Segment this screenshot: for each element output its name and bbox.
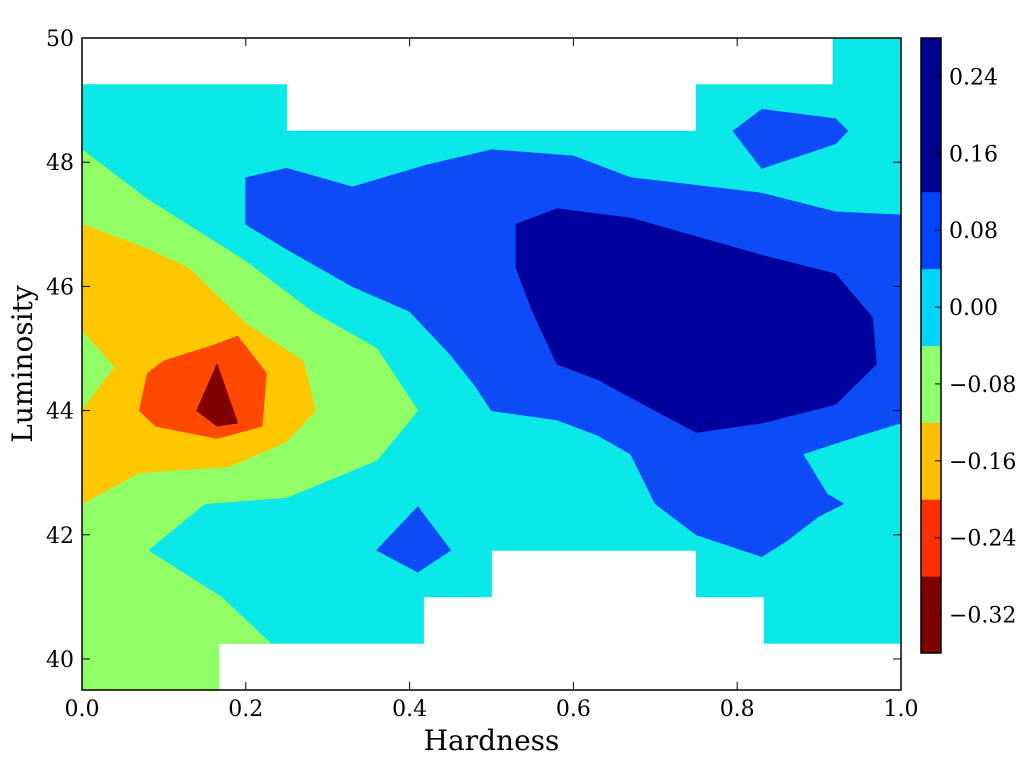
colorbar-frame [920, 37, 942, 654]
contour-region-blue-island-top [732, 108, 849, 169]
colorbar-band [921, 268, 941, 346]
x-axis-title: Hardness [424, 724, 560, 757]
x-tick-label: 1.0 [884, 697, 919, 722]
colorbar-tick-label: 0.00 [949, 296, 998, 321]
colorbar-tick-label: −0.08 [949, 373, 1016, 398]
plot-frame [81, 37, 902, 691]
colorbar-band [921, 191, 941, 270]
colorbar-tick-label: 0.08 [949, 219, 998, 244]
colorbar: 0.24 0.16 0.08 0.00 −0.08 −0.16 −0.24 −0.32 [920, 37, 1016, 654]
colorbar-band [921, 114, 941, 193]
y-tick-label: 46 [46, 275, 74, 300]
contour-region-red-band [138, 335, 267, 439]
x-tick-label: 0.0 [65, 697, 100, 722]
contour-region-darkred-band [196, 362, 239, 427]
x-tick-label: 0.2 [228, 697, 263, 722]
colorbar-tick-label: 0.24 [949, 65, 998, 90]
y-tick-label: 50 [46, 27, 74, 52]
colorbar-band [921, 499, 941, 577]
colorbar-band [921, 576, 941, 654]
colorbar-tick-label: −0.32 [949, 604, 1016, 629]
x-axis: 0.0 0.2 0.4 0.6 0.8 1.0 [65, 38, 919, 722]
y-tick-label: 44 [46, 400, 74, 425]
x-tick-label: 0.6 [556, 697, 591, 722]
y-axis: 40 42 44 46 48 50 [46, 27, 901, 673]
colorbar-band [921, 345, 941, 423]
contour-region-navy-band [515, 208, 877, 433]
colorbar-tick-label: −0.24 [949, 527, 1016, 552]
contour-region-blue-island-bottom [376, 506, 452, 573]
contour-regions [82, 38, 901, 690]
y-axis-title: Luminosity [6, 285, 39, 443]
x-tick-label: 0.8 [720, 697, 755, 722]
y-tick-label: 40 [46, 648, 74, 673]
colorbar-tick-label: 0.16 [949, 142, 998, 167]
y-tick-label: 42 [46, 524, 74, 549]
colorbar-band [921, 38, 941, 116]
colorbar-band [921, 422, 941, 500]
colorbar-tick-label: −0.16 [949, 450, 1016, 475]
y-tick-label: 48 [46, 151, 74, 176]
x-tick-label: 0.4 [392, 697, 427, 722]
